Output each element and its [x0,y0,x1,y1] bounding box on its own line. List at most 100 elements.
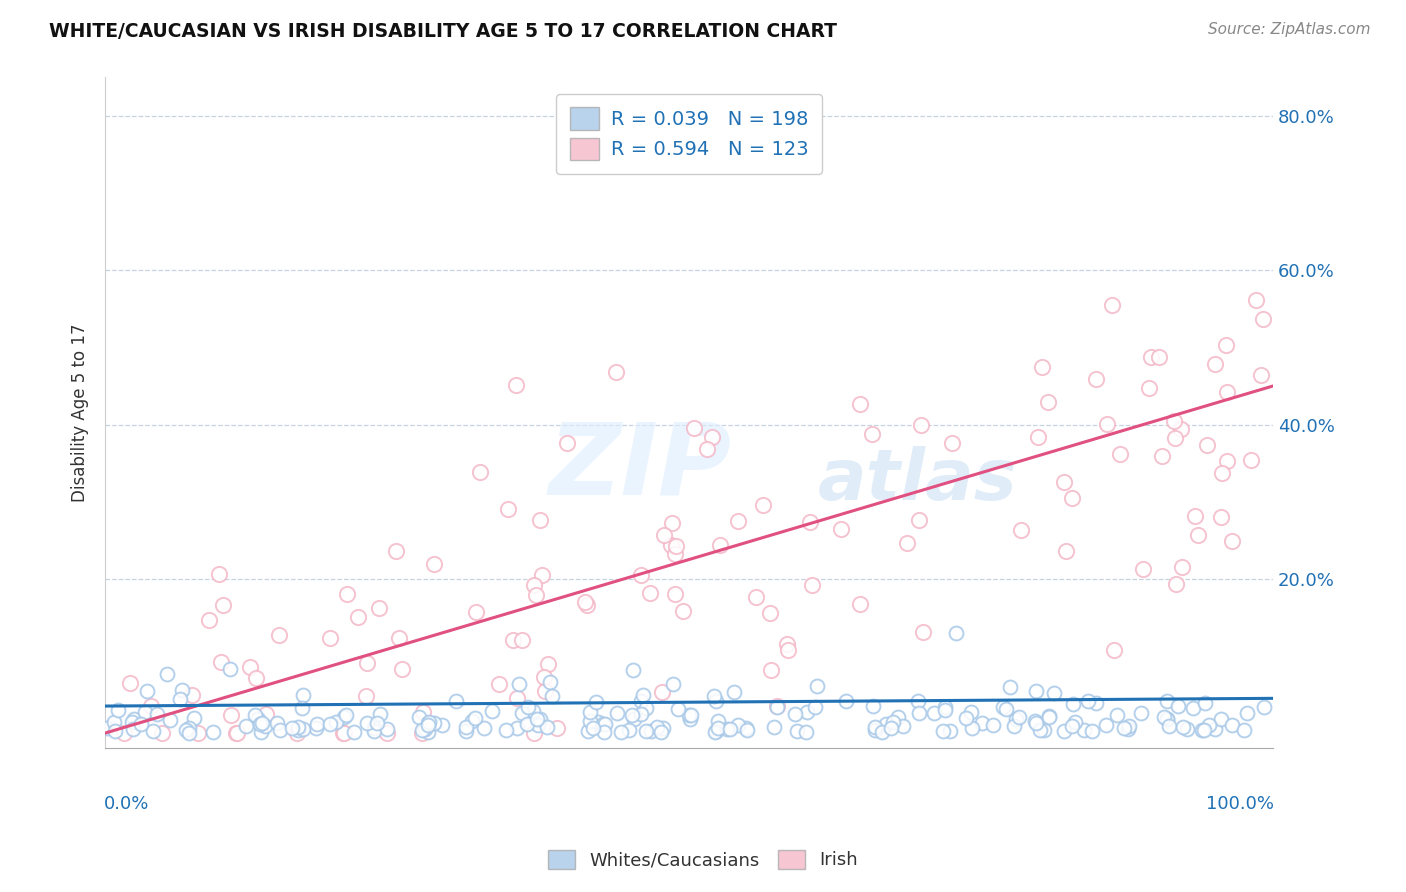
Point [96,721,118,735]
Point [368,707,391,722]
Point [862,698,884,713]
Point [578,714,600,728]
Point [765,698,787,713]
Point [1220,533,1243,548]
Point [592,717,614,731]
Point [336,587,359,601]
Point [1216,454,1239,468]
Point [945,625,967,640]
Point [939,724,962,739]
Point [1181,701,1204,715]
Point [1250,368,1272,382]
Point [1002,719,1025,733]
Point [146,707,169,722]
Point [1010,523,1032,537]
Point [319,717,342,731]
Point [377,722,399,736]
Point [912,625,935,640]
Point [496,502,519,516]
Point [1191,723,1213,737]
Point [702,430,724,444]
Point [762,721,785,735]
Point [707,721,730,735]
Point [879,721,901,735]
Point [391,662,413,676]
Point [630,567,652,582]
Point [650,724,672,739]
Point [291,701,314,715]
Point [1233,723,1256,737]
Point [934,699,956,714]
Point [907,694,929,708]
Point [1132,561,1154,575]
Point [1095,718,1118,732]
Point [640,723,662,738]
Point [177,726,200,740]
Text: 0.0%: 0.0% [104,796,149,814]
Point [794,725,817,739]
Point [332,726,354,740]
Point [179,721,201,735]
Point [1031,360,1053,375]
Point [605,366,627,380]
Point [266,716,288,731]
Point [666,702,689,716]
Point [582,721,605,735]
Point [172,682,194,697]
Point [388,631,411,645]
Point [1105,708,1128,723]
Point [1220,718,1243,732]
Point [706,714,728,728]
Point [531,568,554,582]
Point [716,722,738,736]
Point [510,706,533,720]
Point [835,694,858,708]
Point [1053,724,1076,739]
Point [252,715,274,730]
Point [786,724,808,739]
Point [1197,438,1219,452]
Point [659,538,682,552]
Point [103,715,125,730]
Point [150,726,173,740]
Point [249,716,271,731]
Point [495,723,517,738]
Point [538,675,561,690]
Point [1216,385,1239,400]
Point [703,689,725,703]
Point [908,706,931,721]
Point [783,706,806,721]
Point [333,709,356,723]
Point [247,712,270,726]
Point [287,723,309,738]
Point [1054,544,1077,558]
Point [1149,350,1171,364]
Text: Source: ZipAtlas.com: Source: ZipAtlas.com [1208,22,1371,37]
Point [343,725,366,739]
Point [578,705,600,719]
Point [183,711,205,725]
Point [1164,431,1187,445]
Point [830,522,852,536]
Point [759,663,782,677]
Point [991,700,1014,714]
Point [1215,337,1237,351]
Point [1184,509,1206,524]
Point [454,720,477,734]
Point [776,637,799,651]
Point [1167,699,1189,714]
Point [159,713,181,727]
Point [281,721,304,735]
Point [537,657,560,672]
Point [1204,722,1226,736]
Point [502,632,524,647]
Point [356,715,378,730]
Point [1038,709,1060,723]
Point [1130,706,1153,721]
Point [112,726,135,740]
Point [481,704,503,718]
Point [226,726,249,740]
Point [1081,724,1104,739]
Point [1156,693,1178,707]
Point [932,723,955,738]
